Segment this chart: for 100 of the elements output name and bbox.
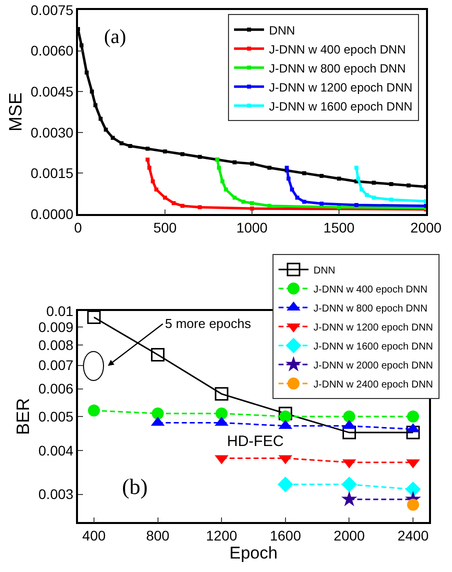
x-tick-label: 500 bbox=[153, 220, 177, 236]
point bbox=[172, 201, 176, 206]
legend-label: DNN bbox=[314, 265, 336, 276]
point bbox=[372, 180, 376, 185]
point bbox=[406, 183, 411, 188]
point bbox=[180, 152, 184, 156]
annotation: HD-FEC bbox=[227, 433, 284, 450]
point bbox=[341, 476, 358, 492]
point bbox=[372, 196, 376, 200]
point bbox=[295, 196, 300, 200]
point bbox=[250, 206, 254, 211]
legend-label: J-DNN w 400 epoch DNN bbox=[269, 42, 406, 56]
x-tick-label: 2400 bbox=[397, 528, 429, 544]
y-tick-label: 0.005 bbox=[38, 408, 74, 424]
y-tick-label: 0.007 bbox=[38, 357, 74, 374]
point bbox=[290, 188, 294, 192]
y-axis-title: MSE bbox=[5, 92, 26, 132]
x-tick-label: 1500 bbox=[323, 220, 355, 236]
point bbox=[286, 176, 291, 181]
point bbox=[406, 426, 420, 440]
annotation: (a) bbox=[104, 26, 126, 48]
point bbox=[337, 176, 341, 181]
x-axis-title: Epoch bbox=[229, 544, 278, 563]
point bbox=[216, 166, 221, 170]
point bbox=[79, 43, 84, 48]
point bbox=[320, 174, 324, 178]
y-tick-label: 0.0015 bbox=[30, 165, 74, 182]
point bbox=[320, 202, 324, 206]
annotation: 5 more epochs bbox=[165, 316, 252, 331]
point bbox=[279, 410, 292, 422]
point bbox=[354, 203, 358, 208]
point bbox=[278, 406, 292, 420]
y-tick-label: 0.0045 bbox=[30, 84, 74, 100]
point bbox=[150, 179, 155, 184]
point bbox=[407, 410, 420, 422]
point bbox=[343, 410, 356, 422]
legend-label: J-DNN w 800 epoch DNN bbox=[269, 61, 406, 76]
y-tick-label: 0.003 bbox=[38, 486, 74, 502]
x-tick-label: 1000 bbox=[236, 220, 268, 236]
x-tick-label: 2000 bbox=[410, 220, 442, 236]
point bbox=[146, 146, 150, 151]
point bbox=[90, 90, 94, 94]
point bbox=[154, 188, 158, 192]
point bbox=[220, 179, 224, 184]
point bbox=[267, 204, 272, 208]
point bbox=[87, 311, 101, 324]
point bbox=[224, 188, 228, 192]
point bbox=[267, 166, 272, 170]
point bbox=[250, 201, 254, 206]
point bbox=[389, 182, 394, 186]
point bbox=[232, 160, 237, 164]
point bbox=[389, 198, 394, 202]
x-tick-label: 1600 bbox=[270, 528, 302, 544]
y-tick-label: 0.0060 bbox=[30, 42, 74, 59]
y-tick-label: 0.0075 bbox=[30, 2, 74, 18]
x-tick-label: 0 bbox=[74, 220, 82, 236]
point bbox=[407, 498, 420, 511]
y-tick-label: 0.006 bbox=[38, 380, 74, 397]
point bbox=[110, 136, 115, 140]
point bbox=[152, 407, 164, 420]
point bbox=[341, 491, 358, 506]
point bbox=[232, 196, 237, 200]
point bbox=[302, 200, 306, 204]
point bbox=[214, 387, 228, 401]
point bbox=[405, 481, 421, 498]
point bbox=[198, 205, 202, 210]
point bbox=[250, 162, 254, 166]
point bbox=[364, 192, 369, 197]
point bbox=[216, 407, 228, 420]
legend-label: DNN bbox=[269, 23, 296, 38]
point bbox=[302, 171, 306, 176]
x-tick-label: 800 bbox=[146, 528, 170, 544]
legend-label: J-DNN w 400 epoch DNN bbox=[314, 284, 428, 296]
y-tick-label: 0.0000 bbox=[30, 206, 74, 222]
y-tick-label: 0.009 bbox=[38, 318, 74, 335]
point bbox=[163, 196, 167, 200]
point bbox=[104, 128, 108, 132]
y-tick-label: 0.004 bbox=[38, 442, 74, 458]
point bbox=[360, 188, 364, 192]
point bbox=[128, 144, 132, 148]
legend-label: J-DNN w 2000 epoch DNN bbox=[314, 360, 434, 372]
point bbox=[93, 103, 98, 108]
point bbox=[198, 154, 202, 159]
legend-label: J-DNN w 1200 epoch DNN bbox=[314, 322, 434, 334]
point bbox=[356, 176, 360, 181]
point bbox=[120, 141, 124, 146]
point bbox=[342, 426, 356, 440]
x-tick-label: 2000 bbox=[334, 528, 366, 544]
legend-label: J-DNN w 2400 epoch DNN bbox=[314, 379, 434, 390]
point bbox=[278, 476, 294, 492]
y-tick-label: 0.01 bbox=[46, 302, 74, 319]
legend-label: J-DNN w 1600 epoch DNN bbox=[269, 99, 412, 114]
point bbox=[84, 70, 89, 75]
x-tick-label: 400 bbox=[82, 528, 106, 544]
point bbox=[354, 166, 358, 170]
x-tick-label: 1200 bbox=[206, 528, 238, 544]
point bbox=[151, 348, 165, 362]
y-tick-label: 0.0030 bbox=[30, 124, 74, 140]
legend-label: J-DNN w 1200 epoch DNN bbox=[269, 80, 412, 94]
y-tick-label: 0.008 bbox=[38, 336, 74, 353]
